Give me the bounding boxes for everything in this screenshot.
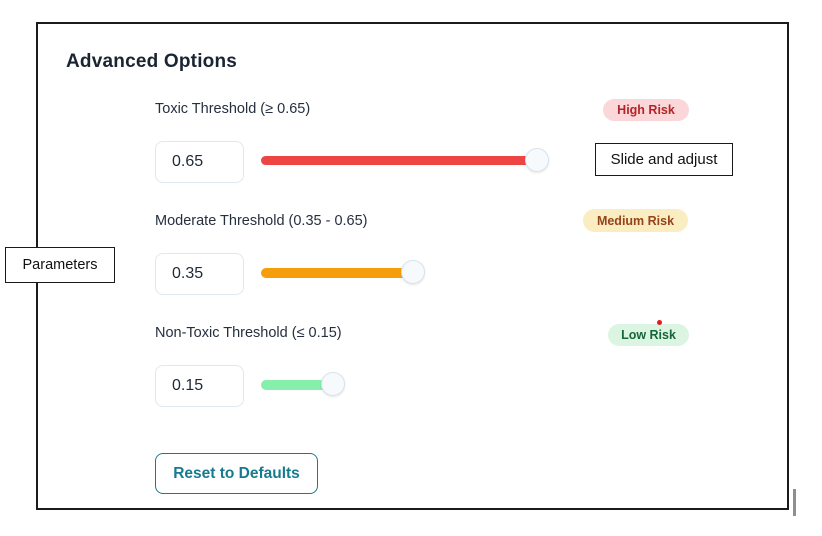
toxic-threshold-input[interactable] xyxy=(155,141,244,183)
moderate-slider-track[interactable] xyxy=(261,268,414,278)
moderate-threshold-input[interactable] xyxy=(155,253,244,295)
nontoxic-threshold-input[interactable] xyxy=(155,365,244,407)
parameters-callout: Parameters xyxy=(5,247,115,283)
nontoxic-slider-handle[interactable] xyxy=(321,372,345,396)
nontoxic-slider-track[interactable] xyxy=(261,380,334,390)
slide-adjust-callout: Slide and adjust xyxy=(595,143,733,176)
toxic-slider-handle[interactable] xyxy=(525,148,549,172)
panel-title: Advanced Options xyxy=(66,51,238,72)
medium-risk-badge: Medium Risk xyxy=(583,209,688,232)
red-dot-marker xyxy=(657,320,662,325)
reset-to-defaults-button[interactable]: Reset to Defaults xyxy=(155,453,318,494)
moderate-threshold-label: Moderate Threshold (0.35 - 0.65) xyxy=(155,213,368,229)
toxic-slider-track[interactable] xyxy=(261,156,539,165)
nontoxic-threshold-label: Non-Toxic Threshold (≤ 0.15) xyxy=(155,325,342,341)
scrollbar-fragment[interactable] xyxy=(793,489,796,516)
high-risk-badge: High Risk xyxy=(603,99,689,121)
moderate-slider-handle[interactable] xyxy=(401,260,425,284)
toxic-threshold-label: Toxic Threshold (≥ 0.65) xyxy=(155,101,311,117)
low-risk-badge: Low Risk xyxy=(608,324,689,346)
